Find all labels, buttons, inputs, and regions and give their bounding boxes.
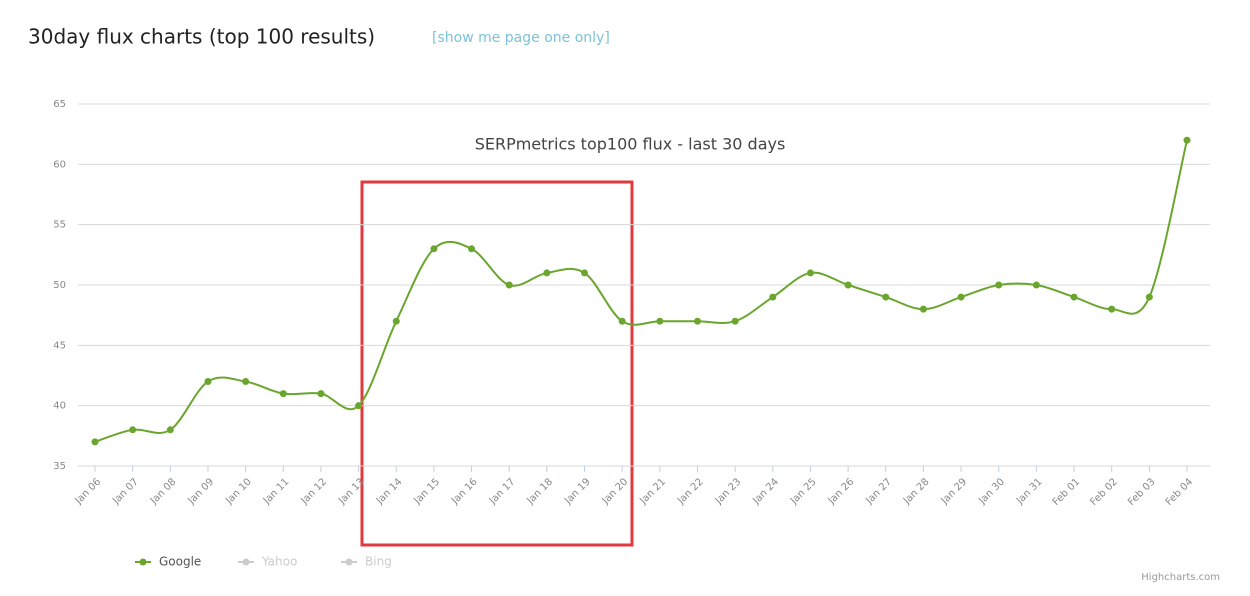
point xyxy=(392,317,400,325)
point xyxy=(693,317,701,325)
x-tick-label: Feb 03 xyxy=(1126,476,1158,508)
y-tick-label: 45 xyxy=(53,340,66,351)
x-tick-label: Jan 16 xyxy=(449,476,480,507)
point xyxy=(279,390,287,398)
highlight-box xyxy=(360,180,634,547)
x-tick-label: Jan 10 xyxy=(223,476,254,507)
page-one-link[interactable]: [show me page one only] xyxy=(432,30,610,46)
x-tick-label: Jan 28 xyxy=(901,476,932,507)
x-tick-label: Jan 23 xyxy=(713,476,744,507)
x-tick-label: Feb 04 xyxy=(1164,476,1196,508)
point xyxy=(1145,293,1153,301)
point xyxy=(543,269,551,277)
y-tick-label: 50 xyxy=(53,280,66,291)
point xyxy=(844,281,852,289)
point xyxy=(166,426,174,434)
point xyxy=(430,245,438,253)
point xyxy=(618,317,626,325)
legend-label[interactable]: Google xyxy=(159,555,201,569)
point xyxy=(204,378,212,386)
legend-marker xyxy=(345,558,353,566)
point xyxy=(1183,136,1191,144)
y-tick-label: 65 xyxy=(53,99,66,110)
legend-label[interactable]: Bing xyxy=(365,555,392,569)
x-tick-label: Jan 14 xyxy=(374,476,405,507)
x-tick-label: Jan 09 xyxy=(186,476,217,507)
point xyxy=(129,426,137,434)
page-title: 30day flux charts (top 100 results) xyxy=(28,25,375,49)
point xyxy=(317,390,325,398)
y-tick-label: 55 xyxy=(53,220,66,231)
x-tick-label: Jan 30 xyxy=(976,476,1007,507)
x-tick-label: Jan 12 xyxy=(299,476,330,507)
point xyxy=(769,293,777,301)
point xyxy=(1070,293,1078,301)
x-tick-label: Jan 21 xyxy=(637,476,668,507)
point xyxy=(242,378,250,386)
x-tick-label: Jan 29 xyxy=(939,476,970,507)
point xyxy=(882,293,890,301)
credits[interactable]: Highcharts.com xyxy=(1141,572,1220,583)
x-tick-label: Jan 17 xyxy=(487,476,518,507)
point xyxy=(1032,281,1040,289)
legend-label[interactable]: Yahoo xyxy=(261,555,297,569)
point xyxy=(806,269,814,277)
point xyxy=(731,317,739,325)
chart-title: SERPmetrics top100 flux - last 30 days xyxy=(475,135,786,154)
legend-marker xyxy=(139,558,147,566)
point xyxy=(468,245,476,253)
point xyxy=(355,402,363,410)
point xyxy=(581,269,589,277)
x-tick-label: Jan 06 xyxy=(73,476,104,507)
y-tick-label: 40 xyxy=(53,401,66,412)
x-tick-label: Jan 20 xyxy=(600,476,631,507)
x-tick-label: Jan 18 xyxy=(524,476,555,507)
x-tick-label: Jan 31 xyxy=(1014,476,1045,507)
point xyxy=(919,305,927,313)
x-tick-label: Jan 15 xyxy=(412,476,443,507)
x-tick-label: Feb 02 xyxy=(1088,476,1120,508)
x-tick-label: Jan 08 xyxy=(148,476,179,507)
point xyxy=(995,281,1003,289)
y-tick-label: 60 xyxy=(53,159,66,170)
x-tick-label: Jan 22 xyxy=(675,476,706,507)
x-tick-label: Jan 26 xyxy=(826,476,857,507)
legend-marker xyxy=(242,558,250,566)
point xyxy=(505,281,513,289)
x-tick-label: Jan 25 xyxy=(788,476,819,507)
point xyxy=(91,438,99,446)
series-line xyxy=(94,139,1188,443)
point xyxy=(957,293,965,301)
x-tick-label: Jan 24 xyxy=(750,476,781,507)
point xyxy=(1108,305,1116,313)
x-tick-label: Jan 11 xyxy=(261,476,292,507)
y-tick-label: 35 xyxy=(53,461,66,472)
point xyxy=(656,317,664,325)
x-tick-label: Jan 19 xyxy=(562,476,593,507)
x-tick-label: Jan 27 xyxy=(863,476,894,507)
x-tick-label: Jan 07 xyxy=(110,476,141,507)
x-tick-label: Feb 01 xyxy=(1051,476,1083,508)
